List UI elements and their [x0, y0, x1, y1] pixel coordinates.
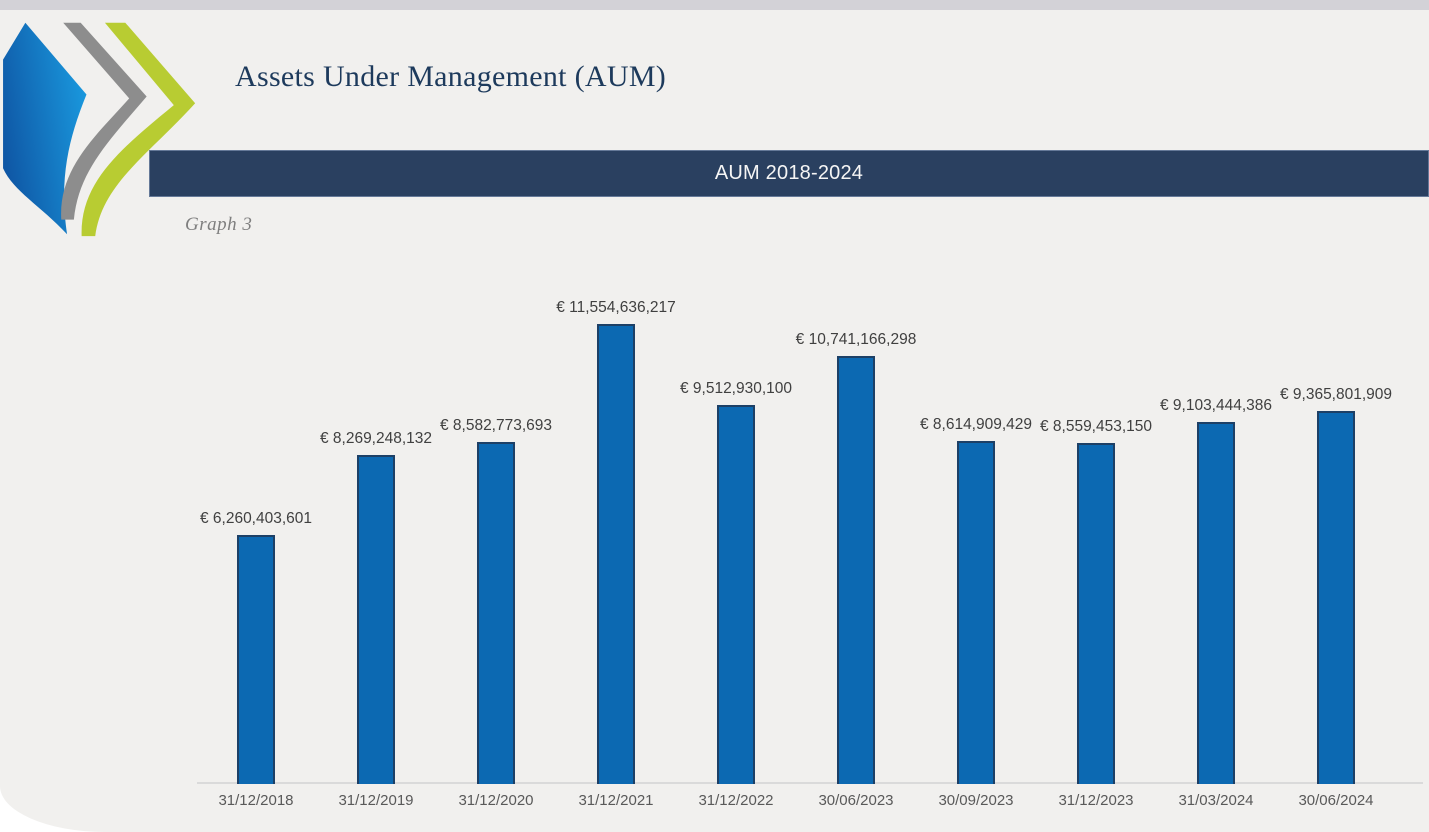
- x-axis-label: 31/12/2019: [338, 792, 414, 809]
- bar-value-label: € 6,260,403,601: [199, 510, 313, 527]
- report-page: Assets Under Management (AUM) AUM 2018-2…: [0, 10, 1429, 832]
- aum-bar-chart: € 6,260,403,601 31/12/2018 € 8,269,248,132…: [0, 10, 1429, 832]
- page-title: Assets Under Management (AUM): [235, 60, 667, 93]
- x-axis-label: 31/12/2020: [458, 792, 534, 809]
- bar-value-label: € 9,103,444,386: [1159, 397, 1273, 414]
- bar-value-label: € 9,512,930,100: [679, 380, 793, 397]
- bar: [237, 535, 275, 784]
- x-axis-label: 31/12/2023: [1058, 792, 1134, 809]
- bar-value-label: € 8,614,909,429: [919, 416, 1033, 433]
- bar-value-label: € 8,269,248,132: [319, 430, 433, 447]
- logo-blue-sail: [3, 22, 87, 235]
- x-axis-label: 31/03/2024: [1178, 792, 1254, 809]
- x-axis-label: 31/12/2021: [578, 792, 654, 809]
- bar: [357, 455, 395, 784]
- bar-value-label: € 8,582,773,693: [439, 417, 553, 434]
- graph-caption: Graph 3: [185, 214, 253, 235]
- x-axis-label: 30/06/2024: [1298, 792, 1374, 809]
- bar-value-label: € 9,365,801,909: [1279, 386, 1393, 403]
- bar-value-label: € 11,554,636,217: [556, 299, 676, 316]
- bar-value-label: € 10,741,166,298: [795, 331, 917, 348]
- bar: [1197, 422, 1235, 784]
- x-axis-label: 30/09/2023: [938, 792, 1014, 809]
- chart-title-banner: AUM 2018-2024: [149, 150, 1429, 197]
- bar: [957, 441, 995, 784]
- x-axis-line: [197, 782, 1423, 784]
- bar: [597, 324, 635, 784]
- bar: [477, 442, 515, 784]
- window-top-strip: [0, 0, 1429, 10]
- triple-chevron-logo-icon: [3, 22, 196, 237]
- bar: [837, 356, 875, 784]
- bar: [717, 405, 755, 784]
- x-axis-label: 31/12/2018: [218, 792, 294, 809]
- bar-value-label: € 8,559,453,150: [1039, 418, 1153, 435]
- x-axis-label: 30/06/2023: [818, 792, 894, 809]
- bar: [1317, 411, 1355, 784]
- x-axis-label: 31/12/2022: [698, 792, 774, 809]
- logo-green-chevron: [81, 22, 196, 237]
- bar: [1077, 443, 1115, 784]
- logo-gray-chevron: [61, 22, 147, 220]
